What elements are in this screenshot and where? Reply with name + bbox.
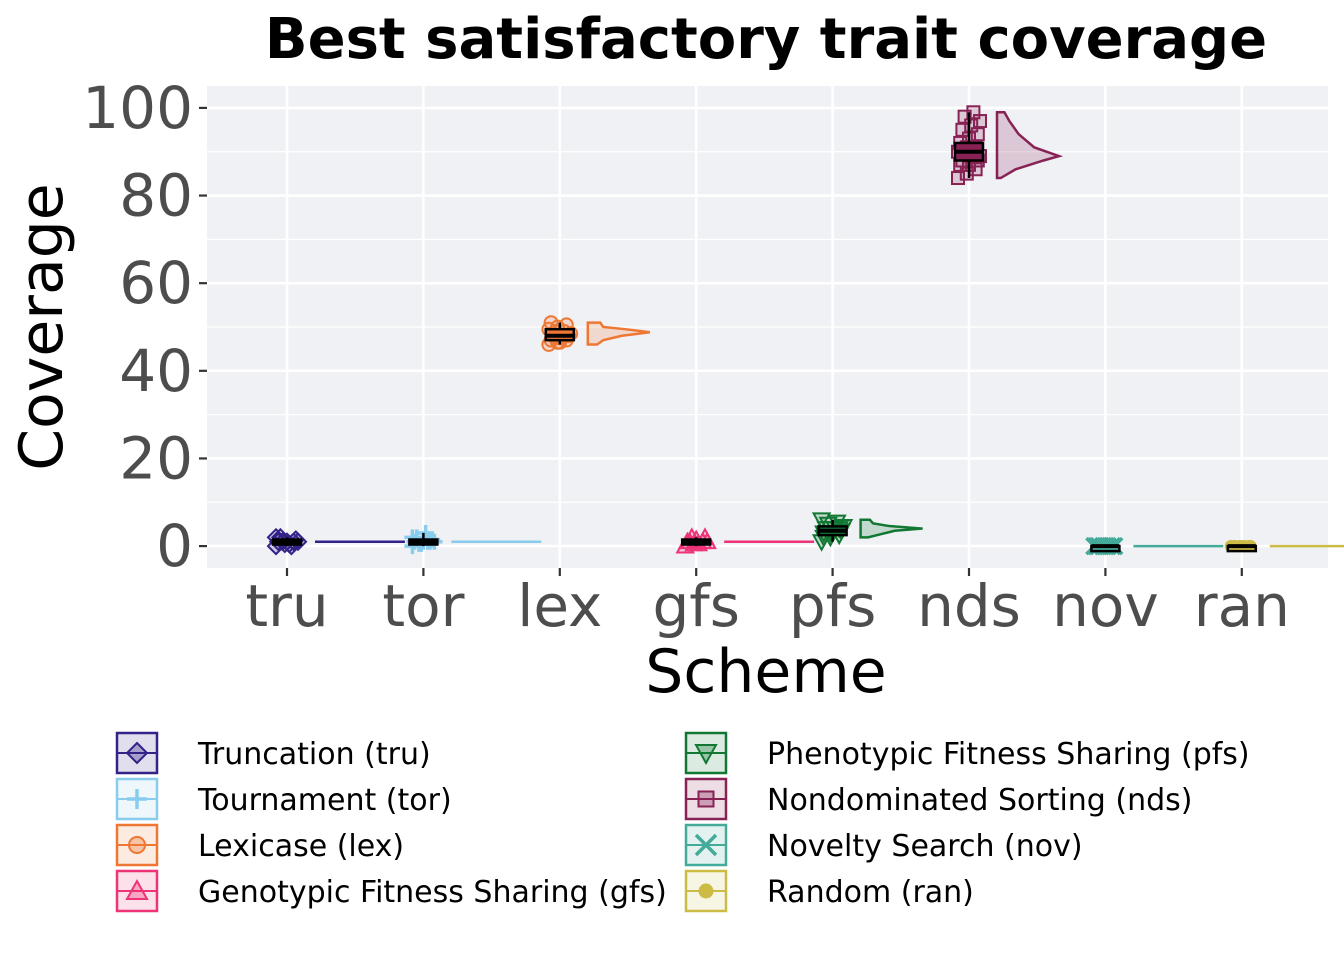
legend-x-icon: [694, 833, 718, 857]
violin-lex: [586, 321, 650, 346]
legend: Truncation (tru) Tournament (tor) Lexicase…: [115, 731, 1250, 913]
legend-label-nov: Novelty Search (nov): [767, 829, 1083, 864]
y-tick-label: 80: [119, 162, 193, 230]
legend-label-pfs: Phenotypic Fitness Sharing (pfs): [767, 737, 1250, 772]
x-tick-label-lex: lex: [517, 572, 602, 640]
legend-label-tru: Truncation (tru): [197, 737, 431, 772]
point-nds: [966, 105, 981, 120]
legend-item-nov: Novelty Search (nov): [684, 823, 1083, 867]
series-ran: [1224, 539, 1344, 553]
legend-triangle-down-icon: [694, 744, 718, 766]
legend-label-gfs: Genotypic Fitness Sharing (gfs): [198, 875, 667, 910]
x-tick-label-tru: tru: [245, 572, 328, 640]
x-axis-title: Scheme: [645, 637, 886, 707]
legend-item-gfs: Genotypic Fitness Sharing (gfs): [115, 869, 667, 913]
x-tick-label-gfs: gfs: [652, 572, 739, 640]
axes: 0 20 40 60 80 100 tru tor lex gfs pfs nds nov ran: [82, 74, 1290, 640]
x-tick-label-ran: ran: [1194, 572, 1290, 640]
point-lex: [543, 315, 559, 331]
y-tick-label: 100: [82, 74, 193, 142]
legend-label-lex: Lexicase (lex): [198, 829, 404, 864]
y-tick-label: 0: [156, 512, 193, 580]
legend-item-ran: Random (ran): [684, 869, 974, 913]
legend-item-pfs: Phenotypic Fitness Sharing (pfs): [684, 731, 1250, 775]
legend-square-icon: [697, 790, 715, 808]
legend-item-tru: Truncation (tru): [115, 731, 431, 775]
legend-item-tor: Tournament (tor): [115, 777, 452, 821]
legend-diamond-icon: [125, 741, 149, 765]
series-nds: [951, 105, 1064, 186]
violin-pfs: [859, 518, 923, 539]
gridlines: [207, 86, 1328, 568]
y-tick-label: 60: [119, 249, 193, 317]
legend-label-ran: Random (ran): [767, 875, 974, 910]
legend-label-nds: Nondominated Sorting (nds): [767, 783, 1192, 818]
point-pfs: [811, 512, 832, 530]
chart-title: Best satisfactory trait coverage: [265, 7, 1267, 72]
y-tick-label: 40: [119, 337, 193, 405]
data-layer: [266, 105, 1344, 556]
x-tick-label-pfs: pfs: [789, 572, 876, 640]
violin-nds: [995, 111, 1064, 180]
legend-item-lex: Lexicase (lex): [115, 823, 404, 867]
x-tick-label-nov: nov: [1052, 572, 1159, 640]
y-axis-title: Coverage: [7, 183, 77, 470]
y-tick-label: 20: [119, 424, 193, 492]
series-pfs: [811, 512, 923, 552]
legend-item-nds: Nondominated Sorting (nds): [684, 777, 1192, 821]
x-tick-label-nds: nds: [917, 572, 1021, 640]
series-nov: [1085, 536, 1224, 556]
series-lex: [541, 315, 650, 352]
series-tor: [404, 524, 542, 555]
legend-dot-icon: [698, 883, 714, 899]
legend-plus-icon: [127, 789, 147, 809]
legend-label-tor: Tournament (tor): [197, 783, 452, 818]
legend-triangle-up-icon: [125, 878, 149, 900]
legend-circle-icon: [128, 836, 146, 854]
x-tick-label-tor: tor: [382, 572, 464, 640]
series-tru: [266, 527, 405, 556]
series-gfs: [675, 527, 815, 554]
